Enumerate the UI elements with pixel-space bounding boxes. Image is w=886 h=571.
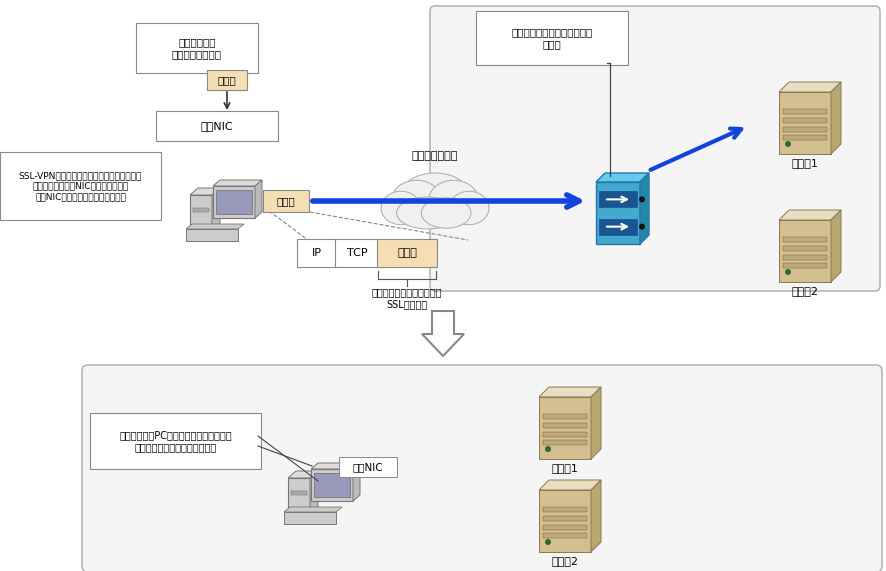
FancyArrow shape	[422, 311, 464, 356]
FancyBboxPatch shape	[543, 423, 587, 428]
Polygon shape	[310, 471, 318, 516]
Text: アプリケーションのデータ
SSLで暗号化: アプリケーションのデータ SSLで暗号化	[372, 287, 442, 309]
Text: IP: IP	[312, 248, 322, 258]
FancyBboxPatch shape	[186, 229, 238, 241]
Polygon shape	[831, 210, 841, 282]
FancyBboxPatch shape	[783, 238, 827, 242]
Text: サーパ2: サーパ2	[551, 556, 579, 566]
FancyBboxPatch shape	[297, 239, 337, 267]
FancyBboxPatch shape	[288, 478, 310, 516]
Text: 仲想NIC: 仲想NIC	[201, 121, 233, 131]
Ellipse shape	[400, 173, 469, 217]
FancyBboxPatch shape	[430, 6, 880, 291]
FancyBboxPatch shape	[779, 92, 831, 154]
FancyBboxPatch shape	[156, 111, 278, 141]
FancyBboxPatch shape	[599, 191, 637, 207]
FancyBboxPatch shape	[476, 11, 628, 65]
FancyBboxPatch shape	[783, 263, 827, 268]
FancyBboxPatch shape	[339, 457, 397, 477]
FancyBboxPatch shape	[543, 440, 587, 445]
Ellipse shape	[381, 191, 421, 225]
FancyBboxPatch shape	[599, 219, 637, 235]
FancyBboxPatch shape	[193, 208, 209, 212]
Polygon shape	[539, 480, 601, 490]
FancyBboxPatch shape	[284, 512, 336, 524]
FancyBboxPatch shape	[263, 190, 309, 212]
Polygon shape	[539, 387, 601, 397]
FancyBboxPatch shape	[783, 127, 827, 132]
Circle shape	[785, 141, 791, 147]
Polygon shape	[190, 188, 220, 195]
Text: SSL-VPNクライアントソフトをインストール
すると、仲想的なNICが生成される。
仲想NIC経由の通信がすべて暗号化: SSL-VPNクライアントソフトをインストール すると、仲想的なNICが生成され…	[19, 171, 142, 201]
FancyBboxPatch shape	[335, 239, 379, 267]
Text: インターネット: インターネット	[412, 151, 458, 161]
Text: クライアントPCは社内ネットワークに接
続されているかのように扱える: クライアントPCは社内ネットワークに接 続されているかのように扱える	[120, 430, 232, 452]
FancyBboxPatch shape	[311, 469, 353, 501]
Circle shape	[639, 196, 645, 202]
Circle shape	[785, 269, 791, 275]
FancyBboxPatch shape	[90, 413, 261, 469]
FancyBboxPatch shape	[783, 255, 827, 260]
FancyBboxPatch shape	[0, 152, 161, 220]
Text: TCP: TCP	[346, 248, 368, 258]
Text: サーパ1: サーパ1	[791, 158, 819, 168]
FancyBboxPatch shape	[543, 415, 587, 419]
Polygon shape	[213, 180, 262, 186]
Polygon shape	[255, 180, 262, 218]
FancyBboxPatch shape	[314, 473, 350, 497]
FancyBboxPatch shape	[543, 533, 587, 538]
Text: データ: データ	[276, 196, 295, 206]
Polygon shape	[779, 82, 841, 92]
FancyBboxPatch shape	[207, 70, 247, 90]
Circle shape	[639, 224, 645, 230]
Polygon shape	[831, 82, 841, 154]
Text: クライアント
アプリケーション: クライアント アプリケーション	[172, 37, 222, 59]
Text: サーパ2: サーパ2	[791, 286, 819, 296]
FancyBboxPatch shape	[543, 508, 587, 512]
Text: 暗号化を解除して、パケット
を転送: 暗号化を解除して、パケット を転送	[511, 27, 593, 49]
FancyBboxPatch shape	[783, 246, 827, 251]
FancyBboxPatch shape	[783, 135, 827, 140]
Text: 仲想NIC: 仲想NIC	[353, 462, 384, 472]
Ellipse shape	[429, 180, 478, 220]
Ellipse shape	[392, 180, 441, 220]
Polygon shape	[591, 387, 601, 459]
Circle shape	[545, 539, 551, 545]
FancyBboxPatch shape	[783, 118, 827, 123]
FancyBboxPatch shape	[539, 397, 591, 459]
Circle shape	[545, 446, 551, 452]
Polygon shape	[353, 463, 360, 501]
FancyBboxPatch shape	[82, 365, 882, 571]
FancyBboxPatch shape	[543, 525, 587, 530]
Polygon shape	[212, 188, 220, 233]
FancyBboxPatch shape	[596, 182, 640, 244]
Polygon shape	[288, 471, 318, 478]
FancyBboxPatch shape	[779, 220, 831, 282]
Ellipse shape	[422, 198, 471, 228]
Polygon shape	[779, 210, 841, 220]
Polygon shape	[284, 507, 342, 512]
Polygon shape	[186, 224, 244, 229]
FancyBboxPatch shape	[291, 491, 307, 495]
Polygon shape	[640, 173, 649, 244]
FancyBboxPatch shape	[136, 23, 258, 73]
FancyBboxPatch shape	[783, 109, 827, 114]
Polygon shape	[591, 480, 601, 552]
Text: データ: データ	[397, 248, 417, 258]
FancyBboxPatch shape	[543, 432, 587, 437]
Ellipse shape	[397, 197, 459, 229]
Text: データ: データ	[218, 75, 237, 85]
FancyBboxPatch shape	[377, 239, 437, 267]
Polygon shape	[311, 463, 360, 469]
Text: サーパ1: サーパ1	[552, 463, 579, 473]
FancyBboxPatch shape	[539, 490, 591, 552]
FancyBboxPatch shape	[216, 190, 252, 214]
FancyBboxPatch shape	[543, 516, 587, 521]
FancyBboxPatch shape	[213, 186, 255, 218]
FancyBboxPatch shape	[190, 195, 212, 233]
Ellipse shape	[449, 191, 489, 225]
Polygon shape	[596, 173, 649, 182]
